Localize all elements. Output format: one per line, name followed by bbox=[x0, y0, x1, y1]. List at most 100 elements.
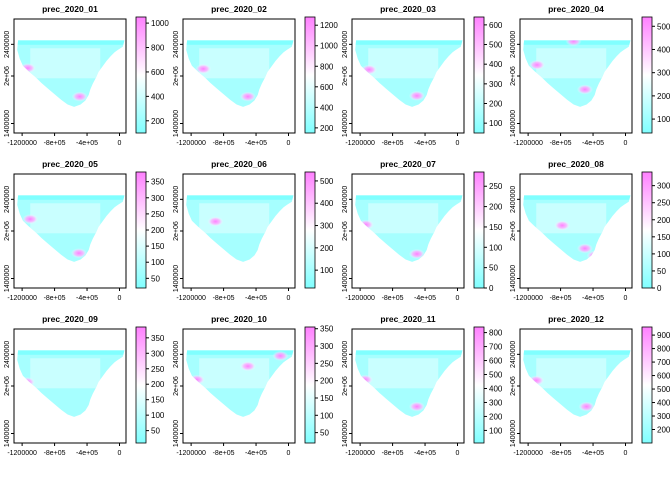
y-tick-label: 2400000 bbox=[510, 186, 517, 213]
legend-tick-label: 100 bbox=[489, 426, 503, 435]
precip-hotspot bbox=[577, 84, 593, 94]
x-tick-label: -1200000 bbox=[345, 450, 375, 457]
y-tick-label: 2e+06 bbox=[342, 66, 349, 86]
x-tick-label: -1200000 bbox=[513, 450, 543, 457]
legend-tick-label: 600 bbox=[657, 372, 671, 381]
x-tick-label: 0 bbox=[456, 295, 460, 302]
legend-tick-label: 0 bbox=[657, 284, 662, 293]
x-tick-label: -1200000 bbox=[176, 450, 206, 457]
coastal-band bbox=[14, 39, 126, 45]
legend-tick-label: 200 bbox=[489, 203, 503, 212]
y-tick-label: 2e+06 bbox=[173, 221, 180, 241]
legend-tick-label: 300 bbox=[657, 182, 671, 191]
y-tick-label: 2400000 bbox=[342, 31, 349, 58]
panel-title: prec_2020_07 bbox=[380, 159, 436, 169]
y-tick-label: 2e+06 bbox=[342, 376, 349, 396]
panel-prec_2020_06: prec_2020_06 -1200000 -8e+05 -4e+05 0 1400000… bbox=[173, 159, 334, 302]
panel-prec_2020_12: prec_2020_12 -1200000 -8e+05 -4e+05 0 1400000… bbox=[510, 314, 671, 457]
y-tick-label: 2e+06 bbox=[510, 66, 517, 86]
legend-tick-label: 100 bbox=[320, 266, 334, 275]
lighter-zone bbox=[199, 48, 269, 78]
precip-hotspot bbox=[579, 402, 595, 412]
y-tick-label: 2e+06 bbox=[4, 66, 11, 86]
lighter-zone bbox=[368, 48, 438, 78]
x-tick-label: -4e+05 bbox=[245, 295, 267, 302]
lighter-zone bbox=[30, 48, 100, 78]
legend-tick-label: 300 bbox=[489, 398, 503, 407]
panel-prec_2020_03: prec_2020_03 -1200000 -8e+05 -4e+05 0 1400000… bbox=[342, 4, 503, 147]
y-tick-label: 2400000 bbox=[342, 186, 349, 213]
panel-title: prec_2020_04 bbox=[548, 4, 604, 14]
legend-tick-label: 50 bbox=[657, 267, 666, 276]
legend-tick-label: 500 bbox=[657, 385, 671, 394]
legend-tick-label: 200 bbox=[320, 244, 334, 253]
precip-hotspot bbox=[361, 65, 377, 75]
legend-tick-label: 300 bbox=[320, 342, 334, 351]
coastal-band bbox=[14, 349, 126, 355]
precip-hotspot bbox=[71, 248, 87, 258]
legend-tick-label: 200 bbox=[320, 377, 334, 386]
x-tick-label: -1200000 bbox=[513, 295, 543, 302]
legend-tick-label: 200 bbox=[151, 117, 165, 126]
x-tick-label: -8e+05 bbox=[382, 295, 404, 302]
legend-tick-label: 400 bbox=[489, 384, 503, 393]
y-tick-label: 2400000 bbox=[173, 31, 180, 58]
x-tick-label: -4e+05 bbox=[76, 140, 98, 147]
coastal-band bbox=[183, 194, 295, 200]
legend-tick-label: 600 bbox=[489, 21, 503, 30]
precip-hotspot bbox=[529, 60, 545, 70]
precip-hotspot bbox=[19, 377, 35, 387]
legend-colorbar bbox=[642, 17, 652, 133]
legend-colorbar bbox=[474, 172, 484, 288]
legend-tick-label: 100 bbox=[657, 115, 671, 124]
lighter-zone bbox=[199, 358, 269, 388]
y-tick-label: 2e+06 bbox=[510, 376, 517, 396]
x-tick-label: 0 bbox=[624, 295, 628, 302]
coastal-band bbox=[352, 349, 464, 355]
x-tick-label: 0 bbox=[287, 140, 291, 147]
legend-tick-label: 400 bbox=[489, 60, 503, 69]
legend-colorbar bbox=[642, 327, 652, 443]
legend-tick-label: 200 bbox=[489, 100, 503, 109]
y-tick-label: 1400000 bbox=[173, 265, 180, 292]
legend-tick-label: 50 bbox=[320, 429, 329, 438]
y-tick-label: 1400000 bbox=[4, 110, 11, 137]
x-tick-label: -8e+05 bbox=[213, 295, 235, 302]
x-tick-label: 0 bbox=[118, 140, 122, 147]
panel-prec_2020_10: prec_2020_10 -1200000 -8e+05 -4e+05 0 1400000… bbox=[173, 314, 334, 457]
lighter-zone bbox=[536, 203, 606, 233]
x-tick-label: -8e+05 bbox=[382, 450, 404, 457]
lighter-zone bbox=[368, 358, 438, 388]
x-tick-label: -4e+05 bbox=[582, 450, 604, 457]
x-tick-label: -8e+05 bbox=[44, 295, 66, 302]
x-tick-label: -1200000 bbox=[7, 295, 37, 302]
legend-colorbar bbox=[305, 327, 315, 443]
panel-prec_2020_05: prec_2020_05 -1200000 -8e+05 -4e+05 0 1400000… bbox=[4, 159, 165, 302]
legend-tick-label: 800 bbox=[489, 329, 503, 338]
precip-hotspot bbox=[195, 64, 211, 74]
x-tick-label: -8e+05 bbox=[213, 140, 235, 147]
legend-tick-label: 50 bbox=[151, 427, 160, 436]
x-tick-label: -1200000 bbox=[345, 140, 375, 147]
precip-hotspot bbox=[189, 375, 205, 385]
panel-title: prec_2020_05 bbox=[42, 159, 98, 169]
panel-title: prec_2020_09 bbox=[42, 314, 98, 324]
legend-tick-label: 300 bbox=[151, 194, 165, 203]
precip-hotspot bbox=[20, 63, 36, 73]
y-tick-label: 1400000 bbox=[173, 420, 180, 447]
legend-tick-label: 150 bbox=[320, 394, 334, 403]
y-tick-label: 2e+06 bbox=[4, 221, 11, 241]
precip-hotspot bbox=[72, 92, 88, 102]
legend-colorbar bbox=[305, 17, 315, 133]
legend-tick-label: 900 bbox=[657, 331, 671, 340]
panel-title: prec_2020_03 bbox=[380, 4, 436, 14]
x-tick-label: -4e+05 bbox=[414, 450, 436, 457]
precip-hotspot bbox=[587, 251, 603, 261]
legend-colorbar bbox=[136, 327, 146, 443]
legend-tick-label: 150 bbox=[151, 396, 165, 405]
y-tick-label: 2400000 bbox=[4, 341, 11, 368]
panel-title: prec_2020_10 bbox=[211, 314, 267, 324]
legend-colorbar bbox=[136, 172, 146, 288]
legend-tick-label: 400 bbox=[657, 399, 671, 408]
